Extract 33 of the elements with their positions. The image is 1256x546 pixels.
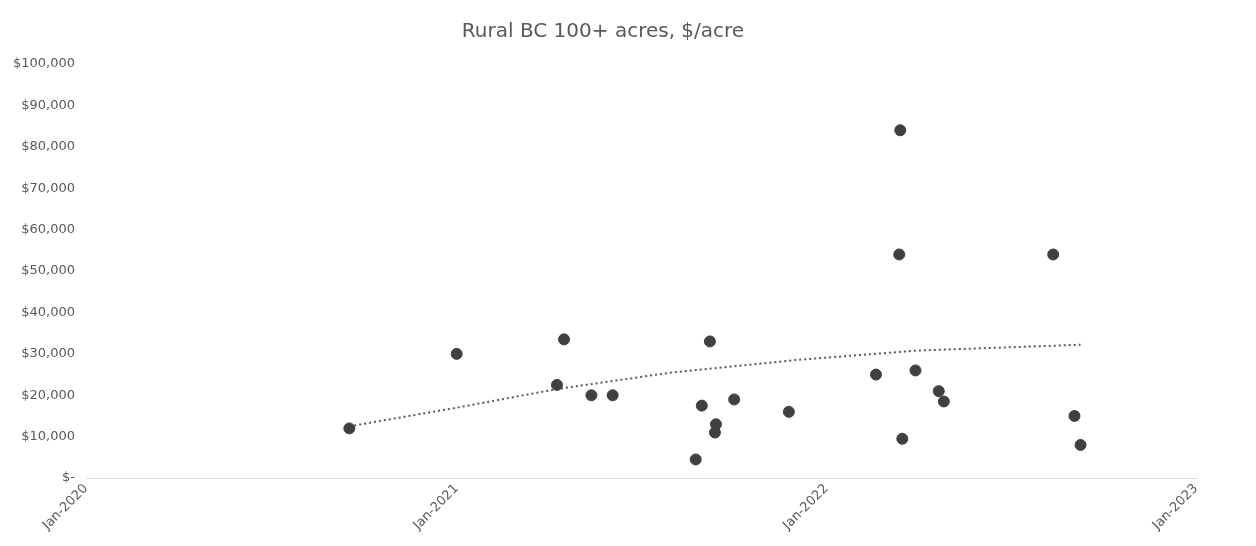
y-tick-label: $10,000 (21, 428, 76, 444)
y-tick-label: $90,000 (21, 96, 76, 112)
chart-title: Rural BC 100+ acres, $/acre (461, 18, 745, 43)
point (1074, 438, 1087, 451)
y-tick-label: $100,000 (13, 55, 76, 71)
point (1047, 248, 1060, 261)
y-tick-label: $- (62, 469, 76, 485)
point (893, 248, 906, 261)
y-tick-label: $50,000 (21, 262, 76, 278)
point (450, 347, 463, 360)
y-tick-label: $70,000 (21, 179, 76, 195)
point (1068, 409, 1081, 422)
y-tick-label: $20,000 (21, 386, 76, 402)
point (728, 393, 741, 406)
point (606, 389, 619, 402)
point (932, 385, 945, 398)
point (689, 453, 702, 466)
point (558, 333, 571, 346)
point (695, 399, 708, 412)
point (869, 368, 882, 381)
point (937, 395, 950, 408)
y-tick-label: $30,000 (21, 345, 76, 361)
point (343, 422, 356, 435)
point (896, 432, 909, 445)
point (894, 124, 907, 137)
y-tick-label: $80,000 (21, 138, 76, 154)
point (585, 389, 598, 402)
y-tick-label: $40,000 (21, 303, 76, 319)
y-tick-label: $60,000 (21, 221, 76, 237)
point (782, 405, 795, 418)
point (550, 378, 563, 391)
point (909, 364, 922, 377)
point (703, 335, 716, 348)
